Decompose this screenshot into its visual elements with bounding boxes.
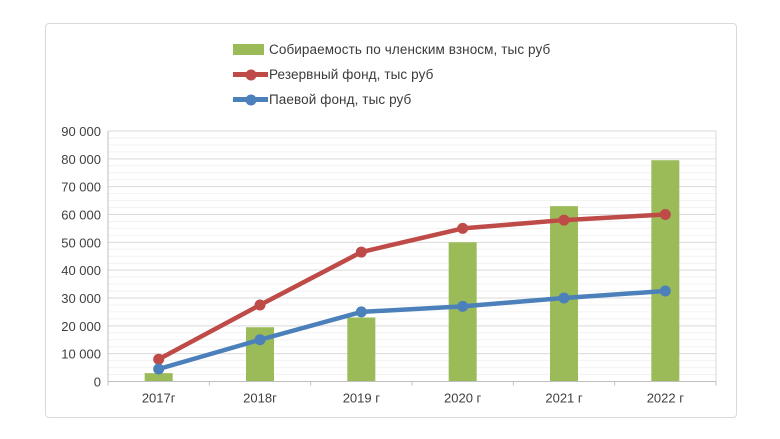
y-axis-tick-label: 60 000 (61, 208, 101, 223)
data-point-marker (153, 363, 165, 375)
legend-label-blue-line-series: Паевой фонд, тыс руб (269, 92, 412, 107)
data-point-marker (659, 285, 671, 297)
bar (448, 242, 477, 382)
x-axis-tick-label: 2021 г (545, 391, 583, 406)
y-axis-tick-label: 40 000 (61, 263, 101, 278)
legend-swatch-holder (233, 69, 269, 80)
data-point-marker (457, 222, 469, 234)
x-axis-tick-label: 2019 г (343, 391, 381, 406)
y-axis-tick-label: 10 000 (61, 347, 101, 362)
x-axis-tick-label: 2020 г (444, 391, 482, 406)
data-point-marker (254, 334, 266, 346)
y-axis-tick-label: 30 000 (61, 291, 101, 306)
blue-marker-dot-icon (245, 94, 256, 105)
y-axis-tick-label: 0 (94, 375, 101, 390)
legend-label-bar-series: Собираемость по членским взносм, тыс руб (269, 42, 551, 57)
y-axis-tick-label: 70 000 (61, 180, 101, 195)
red-marker-dot-icon (245, 69, 256, 80)
data-point-marker (153, 353, 165, 365)
bar (144, 373, 173, 382)
x-axis-tick-label: 2022 г (647, 391, 685, 406)
legend-item-bar-series: Собираемость по членским взносм, тыс руб (233, 37, 550, 62)
legend-item-red-line-series: Резервный фонд, тыс руб (233, 62, 550, 87)
data-point-marker (558, 214, 570, 226)
data-point-marker (355, 306, 367, 318)
legend-item-blue-line-series: Паевой фонд, тыс руб (233, 87, 550, 112)
data-point-marker (659, 209, 671, 220)
data-point-marker (558, 292, 570, 304)
y-axis-tick-label: 80 000 (61, 152, 101, 167)
y-axis-tick-label: 20 000 (61, 319, 101, 334)
line-series (156, 212, 668, 362)
bar-series-swatch-icon (233, 44, 264, 55)
line-series (156, 288, 668, 372)
chart-legend: Собираемость по членским взносм, тыс руб… (233, 37, 550, 112)
legend-swatch-holder (233, 94, 269, 105)
data-point-marker (355, 246, 367, 258)
y-axis-tick-label: 50 000 (61, 235, 101, 250)
legend-label-red-line-series: Резервный фонд, тыс руб (269, 67, 434, 82)
legend-swatch-holder (233, 44, 269, 55)
data-point-marker (254, 299, 266, 311)
data-point-marker (457, 300, 469, 312)
bar (347, 317, 376, 382)
blue-line-swatch-icon (233, 94, 268, 105)
y-axis-tick-label: 90 000 (61, 124, 101, 139)
bar (651, 160, 680, 382)
red-line-swatch-icon (233, 69, 268, 80)
x-axis-tick-label: 2017г (142, 391, 176, 406)
plot-area: 0 10 000 20 000 30 000 40 000 50 000 60 000 70 … (61, 124, 717, 406)
chart-frame: Собираемость по членским взносм, тыс руб… (45, 23, 737, 418)
x-axis-tick-label: 2018г (243, 391, 277, 406)
